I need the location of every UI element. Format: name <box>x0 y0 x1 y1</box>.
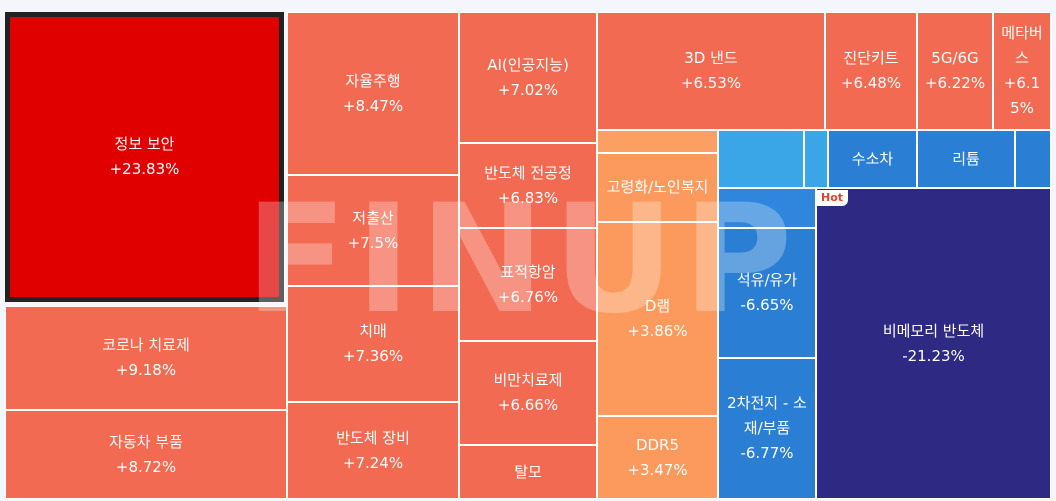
tile-change: +7.02% <box>497 80 559 99</box>
tile-change: +6.66% <box>497 396 559 414</box>
tile-label: 메타버스 <box>1001 24 1043 67</box>
tile-label: 5G/6G <box>931 49 979 67</box>
tile-small-e[interactable] <box>718 188 816 228</box>
tile-ai[interactable]: AI(인공지능) +7.02% <box>459 12 597 143</box>
tile-corona[interactable]: 코로나 치료제 +9.18% <box>5 306 287 410</box>
tile-label: D램 <box>644 297 671 315</box>
tile-label: 비만치료제 <box>493 371 563 389</box>
tile-label: 저출산 <box>352 208 394 227</box>
tile-change: +8.47% <box>342 96 404 115</box>
tile-label: AI(인공지능) <box>487 55 569 74</box>
tile-low-birth[interactable]: 저출산 +7.5% <box>287 175 459 286</box>
tile-small-a[interactable] <box>597 130 718 153</box>
tile-label: 반도체 전공정 <box>484 163 572 182</box>
tile-ddr5[interactable]: DDR5 +3.47% <box>597 416 718 499</box>
tile-dementia[interactable]: 치매 +7.36% <box>287 286 459 402</box>
tile-label: 리튬 <box>952 149 980 168</box>
tile-5g6g[interactable]: 5G/6G +6.22% <box>917 12 993 130</box>
tile-small-d[interactable] <box>1015 130 1051 188</box>
tile-change: +7.5% <box>347 233 399 252</box>
tile-targeted[interactable]: 표적항암 +6.76% <box>459 228 597 341</box>
tile-label: 반도체 장비 <box>336 428 410 447</box>
tile-change: +3.47% <box>627 460 688 479</box>
tile-change: +23.83% <box>109 160 180 178</box>
tile-semi-front[interactable]: 반도체 전공정 +6.83% <box>459 143 597 228</box>
tile-change: +9.18% <box>115 361 177 379</box>
tile-change: +7.24% <box>342 453 404 472</box>
tile-battery[interactable]: 2차전지 - 소재/부품 -6.77% <box>718 358 816 499</box>
tile-car-parts[interactable]: 자동차 부품 +8.72% <box>5 410 287 499</box>
tile-label: 표적항암 <box>500 262 556 281</box>
tile-small-c[interactable] <box>804 130 828 188</box>
tile-autonomous[interactable]: 자율주행 +8.47% <box>287 12 459 175</box>
tile-metaverse[interactable]: 메타버스 +6.15% <box>993 12 1051 130</box>
tile-aging[interactable]: 고령화/노인복지 <box>597 153 718 222</box>
tile-label: 치매 <box>359 322 387 340</box>
tile-label: 자율주행 <box>345 71 401 90</box>
tile-label: DDR5 <box>635 435 680 454</box>
tile-label: 2차전지 - 소재/부품 <box>727 394 807 437</box>
tile-change: +7.36% <box>342 347 404 365</box>
tile-diagnostic[interactable]: 진단키트 +6.48% <box>825 12 917 130</box>
tile-dram[interactable]: D램 +3.86% <box>597 222 718 416</box>
tile-hair-loss[interactable]: 탈모 <box>459 445 597 499</box>
tile-change: +6.53% <box>680 74 742 92</box>
tile-obesity[interactable]: 비만치료제 +6.66% <box>459 341 597 445</box>
tile-label: 비메모리 반도체 <box>882 321 985 340</box>
tile-label: 3D 낸드 <box>684 49 738 67</box>
tile-label: 진단키트 <box>843 49 899 67</box>
tile-jeongbo-boan[interactable]: 정보 보안 +23.83% <box>5 12 284 302</box>
tile-change: +6.22% <box>924 74 986 92</box>
tile-oil[interactable]: 석유/유가 -6.65% <box>718 228 816 358</box>
tile-change: +6.83% <box>497 188 559 207</box>
tile-change: -6.65% <box>740 296 794 314</box>
tile-label: 코로나 치료제 <box>102 336 190 354</box>
tile-label: 탈모 <box>514 462 542 481</box>
tile-change: +6.15% <box>1003 74 1041 117</box>
tile-semi-equip[interactable]: 반도체 장비 +7.24% <box>287 402 459 499</box>
tile-hydrogen[interactable]: 수소차 <box>828 130 917 188</box>
tile-non-memory[interactable]: 비메모리 반도체 -21.23% <box>816 188 1051 499</box>
tile-change: -21.23% <box>902 346 965 365</box>
tile-nand-3d[interactable]: 3D 낸드 +6.53% <box>597 12 825 130</box>
tile-lithium[interactable]: 리튬 <box>917 130 1015 188</box>
tile-label: 자동차 부품 <box>109 432 183 451</box>
tile-change: +3.86% <box>627 322 688 340</box>
tile-label: 석유/유가 <box>736 271 798 289</box>
tile-change: +6.48% <box>840 74 902 92</box>
tile-change: -6.77% <box>740 444 794 462</box>
tile-label: 정보 보안 <box>114 135 175 153</box>
tile-small-b[interactable] <box>718 130 804 188</box>
tile-label: 수소차 <box>851 149 894 168</box>
tile-label: 고령화/노인복지 <box>606 178 709 196</box>
hot-badge: Hot <box>816 190 849 206</box>
tile-change: +8.72% <box>115 457 177 476</box>
tile-change: +6.76% <box>497 287 559 306</box>
